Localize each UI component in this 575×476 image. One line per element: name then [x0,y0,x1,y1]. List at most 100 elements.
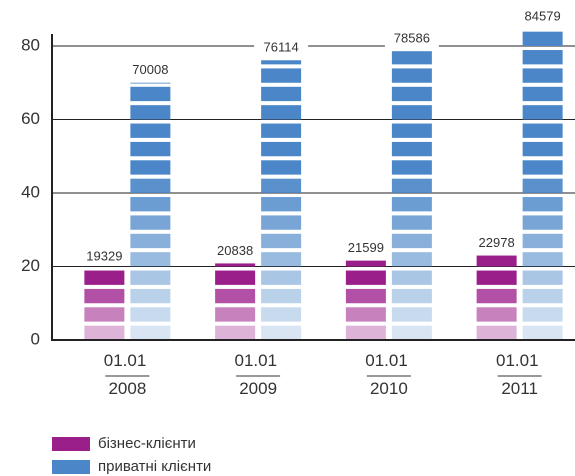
bar-segment [130,123,171,138]
y-tick-label: 20 [21,256,40,275]
bar-segment [261,86,302,102]
bar-segment [130,160,171,175]
value-label: 20838 [217,243,253,258]
bar-segment [261,160,302,175]
bar-segment [391,141,432,157]
bar-segment [345,325,386,340]
y-tick-label: 80 [21,35,40,54]
bar-segment [261,105,302,120]
bar-segment [130,141,171,157]
bar-segment [130,215,171,230]
bar-segment [522,233,563,249]
bar-segment [522,270,563,285]
bar-segment [84,270,125,285]
value-label-bg [384,31,439,48]
bar-segment [261,252,302,267]
bar-segment [522,215,563,230]
bar-segment [522,288,563,304]
value-label: 19329 [86,248,122,263]
bar-segment [130,325,171,340]
y-tick-label: 0 [31,329,40,348]
bar-segment [261,307,302,322]
legend-swatch [52,437,90,451]
bar-segment [345,288,386,304]
bar-segment [261,123,302,138]
bar-segment [522,197,563,212]
bar-segment [391,51,432,65]
bar-segment [391,105,432,120]
bar-segment [130,178,171,193]
bar-segment [345,260,386,267]
value-label: 78586 [394,31,430,46]
bar-segment [391,123,432,138]
bar-segment [261,270,302,285]
bar-segment [261,141,302,157]
bar-segment [391,307,432,322]
bar-segment [130,86,171,102]
value-label-bg [77,248,132,265]
bar-segment [345,270,386,285]
bar-segment [391,68,432,83]
bar [261,60,302,340]
value-label: 84579 [525,9,561,24]
bar-segment [84,307,125,322]
bar-segment [476,270,517,285]
bar-segment [215,270,256,285]
legend-swatch [52,460,90,474]
x-tick-label: 01.01 2008 [104,351,151,398]
bar-segment [522,252,563,267]
x-tick-label: 01.01 2010 [365,351,412,398]
bar-segment [391,288,432,304]
bar-segment [130,288,171,304]
bar-segment [130,197,171,212]
bar-segment [130,252,171,267]
value-label-bg [123,62,178,79]
bar [84,270,125,340]
bar [522,31,563,340]
bar-segment [215,307,256,322]
value-label: 70008 [132,62,168,77]
value-label-bg [208,243,263,260]
value-label: 22978 [479,235,515,250]
value-label-bg [254,40,309,57]
bar-segment [215,288,256,304]
bar-segment [261,288,302,304]
bar-segment [476,307,517,322]
bar-segment [391,270,432,285]
bar-segment [130,105,171,120]
bar-segment [261,60,302,65]
y-tick-label: 60 [21,109,40,128]
value-label-bg [469,235,524,252]
bar [476,255,517,340]
bar-segment [261,178,302,193]
x-tick-label: 01.01 2009 [234,351,281,398]
bar [215,263,256,340]
bar-segment [391,215,432,230]
bar-segment [522,141,563,157]
bar-segment [476,288,517,304]
bar-segment [476,255,517,267]
bar-segment [261,233,302,249]
bar-segment [522,307,563,322]
bar [345,260,386,340]
value-label-bg [338,240,393,257]
bar-segment [391,325,432,340]
bar-segment [391,197,432,212]
bar-segment [476,325,517,340]
bar-segment [391,86,432,102]
value-label-bg [515,9,570,26]
bar-segment [130,307,171,322]
x-tick-label: 01.01 2011 [496,351,543,398]
value-label: 76114 [264,40,299,55]
bar-segment [522,86,563,102]
bar-segment [261,325,302,340]
bar-segment [522,160,563,175]
bar-segment [522,325,563,340]
bar-segment [130,82,171,84]
legend-label: бізнес-клієнти [98,435,196,452]
bar-segment [391,252,432,267]
bar [130,82,171,340]
bar-segment [215,325,256,340]
bar-segment [130,270,171,285]
